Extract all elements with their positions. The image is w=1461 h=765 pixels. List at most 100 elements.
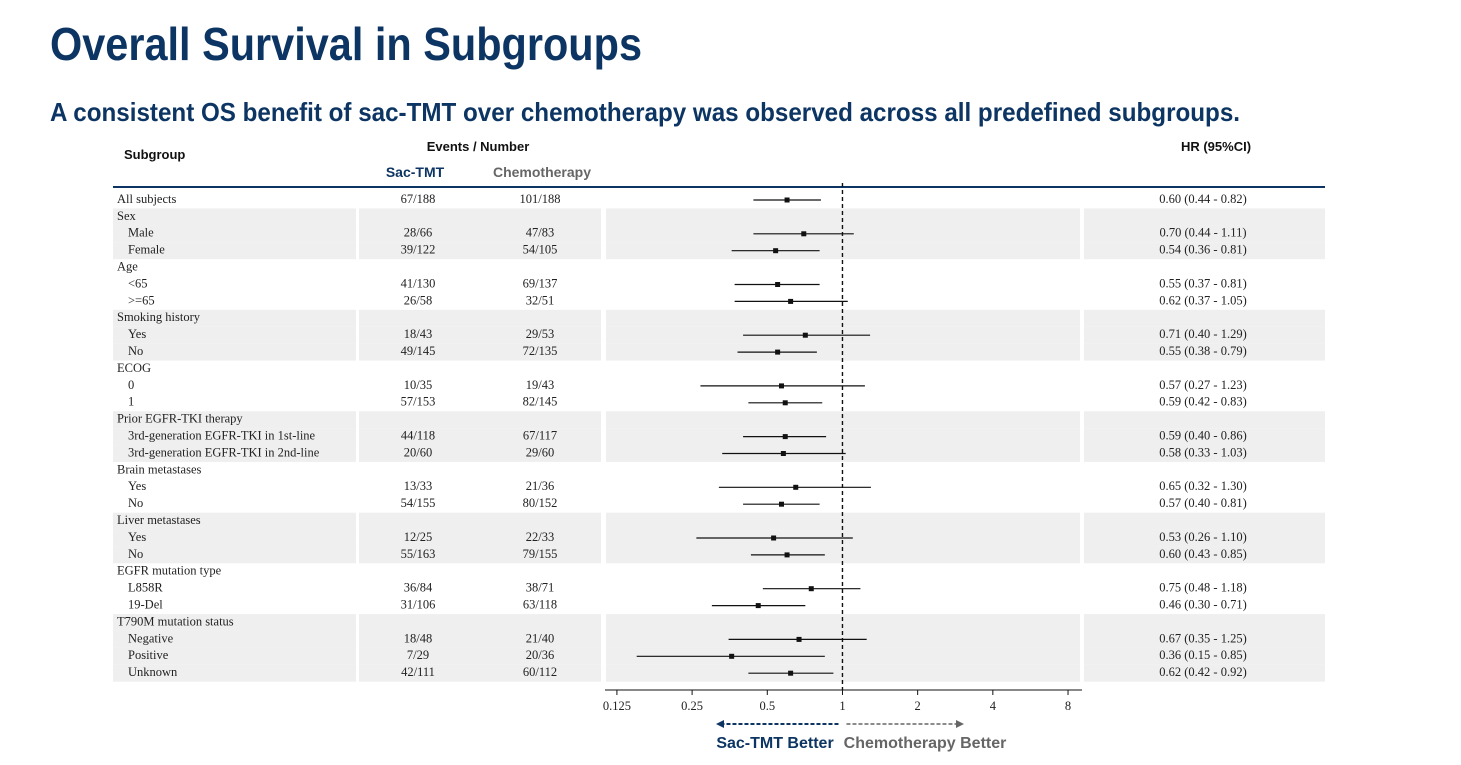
chemo-events: 69/137: [523, 276, 558, 290]
hr-point: [775, 282, 781, 287]
row-band: [113, 225, 356, 243]
x-tick-label: 0.25: [681, 699, 703, 713]
row-label: Positive: [128, 648, 169, 662]
row-label: Female: [128, 243, 165, 257]
row-band: [359, 411, 601, 429]
chemo-events: 19/43: [526, 378, 554, 392]
row-band: [113, 630, 356, 648]
row-label: No: [128, 496, 143, 510]
hr-label: 0.57 (0.40 - 0.81): [1159, 496, 1247, 510]
hr-label: 0.60 (0.44 - 0.82): [1159, 192, 1247, 206]
row-band: [1084, 326, 1325, 344]
hr-point: [793, 484, 799, 490]
sac-events: 39/122: [401, 243, 436, 257]
chemo-events: 21/36: [526, 479, 554, 493]
row-band: [359, 428, 601, 446]
hr-point: [784, 197, 790, 203]
row-band: [1084, 647, 1325, 665]
row-band: [113, 343, 356, 361]
sac-events: 42/111: [401, 665, 435, 679]
sac-events: 7/29: [407, 648, 429, 662]
row-label: Liver metastases: [117, 513, 201, 527]
row-band: [113, 529, 356, 547]
row-band: [113, 664, 356, 682]
row-label: T790M mutation status: [117, 614, 234, 628]
row-label: Brain metastases: [117, 462, 201, 476]
row-label: 19-Del: [128, 597, 163, 611]
row-band: [359, 225, 601, 243]
hr-point: [808, 586, 814, 592]
row-band: [359, 664, 601, 682]
row-label: 1: [128, 395, 134, 409]
chemo-events: 101/188: [520, 192, 561, 206]
hr-label: 0.55 (0.37 - 0.81): [1159, 276, 1247, 290]
row-band: [113, 208, 356, 226]
row-band: [359, 630, 601, 648]
hr-point: [788, 298, 794, 304]
chemo-events: 79/155: [523, 547, 558, 561]
hr-header: HR (95%CI): [1181, 139, 1251, 154]
row-band: [359, 546, 601, 564]
row-label: Negative: [128, 631, 174, 645]
row-label: Smoking history: [117, 310, 201, 324]
x-tick-label: 2: [915, 699, 921, 713]
row-band: [359, 529, 601, 547]
sac-events: 13/33: [404, 479, 432, 493]
row-band: [1084, 664, 1325, 682]
x-tick-label: 1: [839, 699, 845, 713]
favours-chemo: Chemotherapy Better: [844, 735, 1007, 752]
row-band: [606, 411, 1080, 429]
row-label: 0: [128, 378, 134, 392]
row-band: [359, 445, 601, 462]
row-band: [359, 242, 601, 260]
row-band: [1084, 343, 1325, 361]
row-label: L858R: [128, 581, 163, 595]
row-label: No: [128, 547, 143, 561]
hr-label: 0.55 (0.38 - 0.79): [1159, 344, 1247, 358]
row-band: [113, 326, 356, 344]
hr-label: 0.60 (0.43 - 0.85): [1159, 547, 1247, 561]
sac-events: 54/155: [401, 496, 436, 510]
events-header: Events / Number: [427, 139, 530, 154]
hr-label: 0.62 (0.42 - 0.92): [1159, 665, 1247, 679]
hr-label: 0.58 (0.33 - 1.03): [1159, 445, 1247, 459]
chemo-events: 20/36: [526, 648, 554, 662]
hr-point: [771, 535, 777, 541]
hr-label: 0.59 (0.40 - 0.86): [1159, 428, 1247, 442]
chemo-events: 32/51: [526, 293, 554, 307]
sac-events: 49/145: [401, 344, 436, 358]
row-band: [606, 614, 1080, 631]
hr-label: 0.65 (0.32 - 1.30): [1159, 479, 1247, 493]
row-band: [113, 647, 356, 665]
chemo-events: 63/118: [523, 597, 557, 611]
hr-point: [784, 552, 790, 558]
chemo-events: 67/117: [523, 428, 557, 442]
favours-sac: Sac-TMT Better: [716, 735, 833, 752]
sac-events: 20/60: [404, 445, 432, 459]
chemo-events: 29/53: [526, 327, 554, 341]
sac-events: 44/118: [401, 428, 435, 442]
row-band: [1084, 529, 1325, 547]
row-label: Age: [117, 259, 138, 273]
hr-point: [778, 383, 784, 389]
row-band: [1084, 411, 1325, 429]
row-band: [359, 343, 601, 361]
bands: [113, 208, 1325, 682]
row-band: [113, 411, 356, 429]
sac-events: 28/66: [404, 226, 432, 240]
chemo-header: Chemotherapy: [493, 164, 591, 180]
sac-header: Sac-TMT: [386, 164, 445, 180]
sac-events: 67/188: [401, 192, 436, 206]
row-label: 3rd-generation EGFR-TKI in 2nd-line: [128, 445, 320, 459]
row-label: Unknown: [128, 665, 178, 679]
hr-point: [773, 248, 779, 254]
x-tick-label: 0.5: [759, 699, 775, 713]
chemo-events: 38/71: [526, 581, 554, 595]
hr-point: [788, 670, 794, 676]
row-band: [359, 512, 601, 530]
row-band: [1084, 614, 1325, 631]
chemo-events: 82/145: [523, 395, 558, 409]
row-label: 3rd-generation EGFR-TKI in 1st-line: [128, 428, 316, 442]
subgroup-header: Subgroup: [124, 147, 185, 162]
x-tick-label: 0.125: [603, 699, 631, 713]
